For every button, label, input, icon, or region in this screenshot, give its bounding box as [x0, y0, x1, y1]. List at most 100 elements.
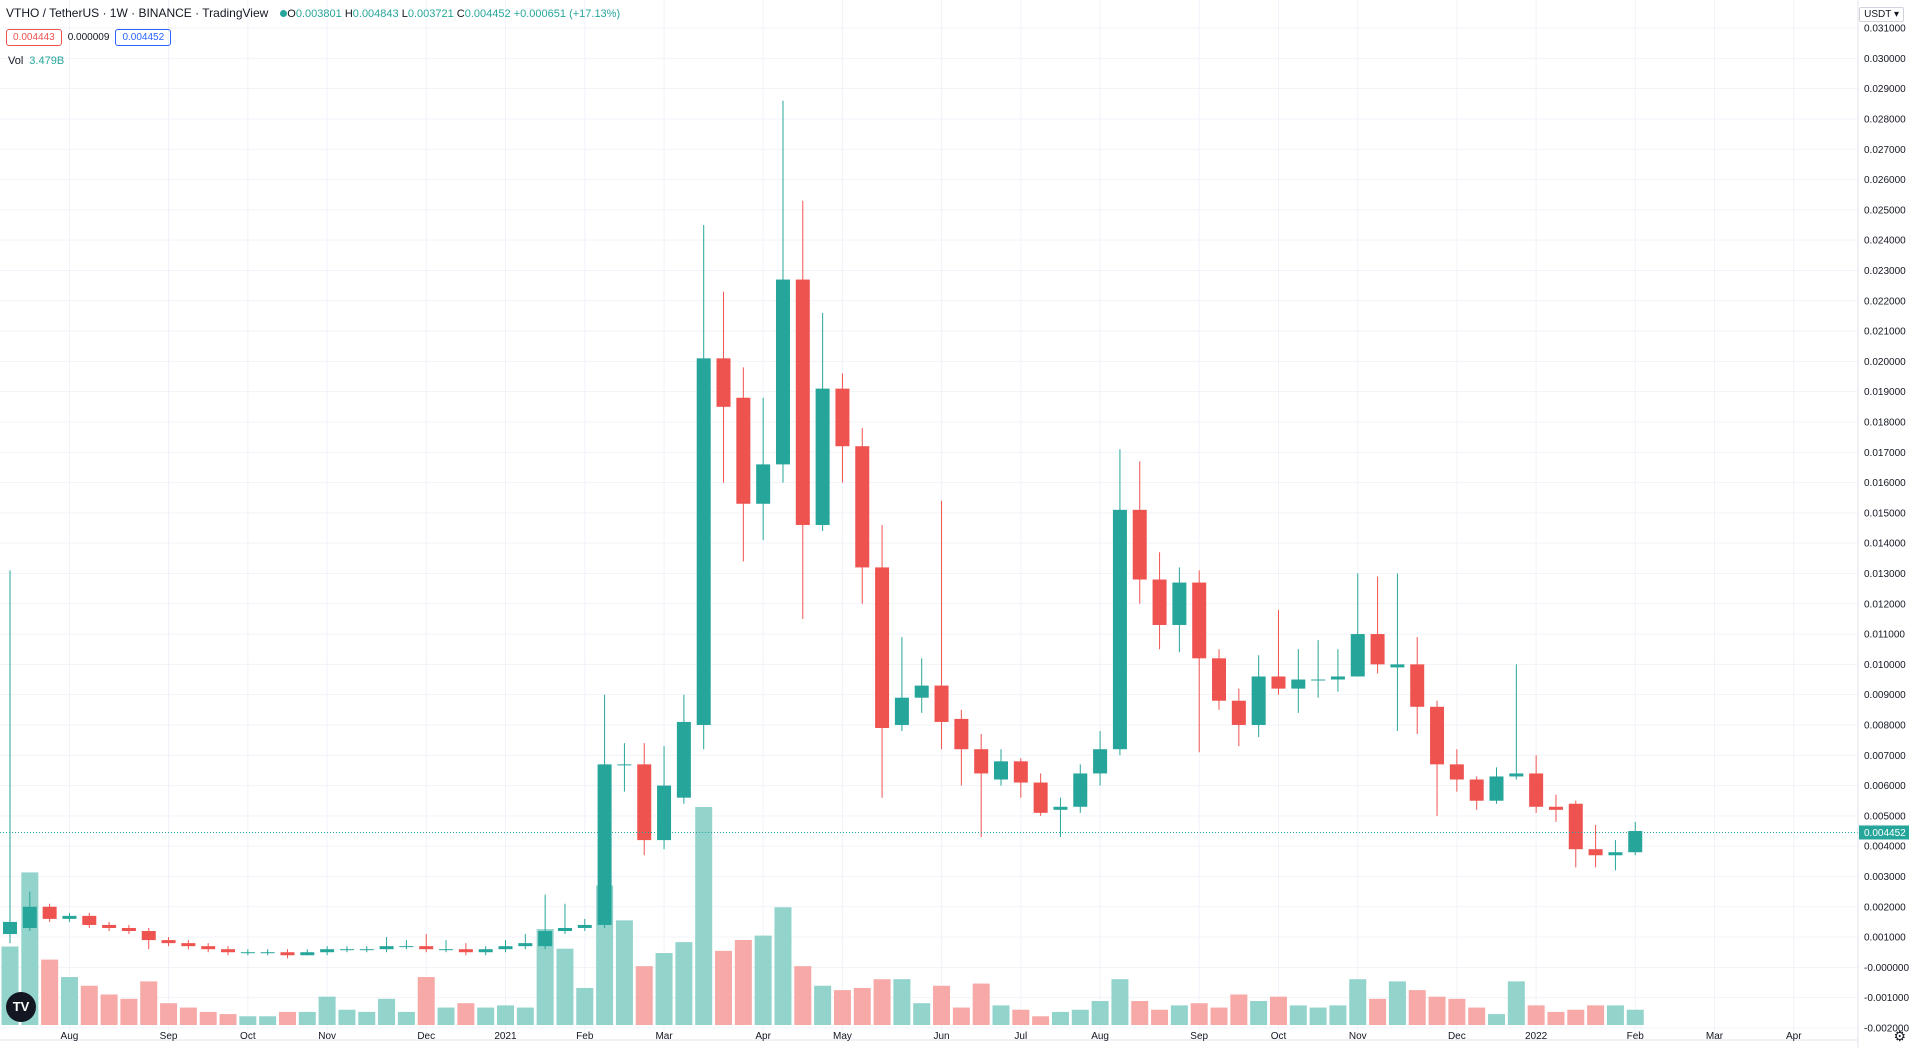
candle-body [141, 931, 156, 941]
currency-selector[interactable]: USDT ▾ [1859, 7, 1904, 22]
y-tick-label: 0.007000 [1864, 751, 1906, 762]
candle-body [914, 685, 929, 698]
candle-body [954, 718, 969, 750]
candle [1608, 840, 1623, 871]
candle-body [676, 721, 691, 798]
candle-body [1073, 773, 1088, 807]
candle [795, 200, 810, 619]
y-tick-label: 0.001000 [1864, 933, 1906, 944]
candle [62, 912, 77, 922]
time-axis[interactable]: Aug Sep Oct Nov Dec 2021 Feb Mar Apr May Jun Jul Aug… [0, 1031, 1858, 1042]
candle-body [1350, 634, 1365, 677]
candle-body [181, 943, 196, 947]
candle [1529, 755, 1544, 813]
candle [498, 940, 513, 953]
candle [954, 709, 969, 786]
candle [1390, 573, 1405, 732]
volume-bar [358, 1011, 376, 1025]
y-tick-label: 0.004000 [1864, 842, 1906, 853]
candle-body [1192, 582, 1207, 659]
candle-body [518, 943, 533, 947]
volume-bar [536, 929, 554, 1025]
x-tick-label: Mar [1706, 1031, 1724, 1042]
candle [280, 949, 295, 959]
spread-value: 0.000009 [67, 32, 110, 43]
candle [478, 946, 493, 956]
volume-bar [1567, 1009, 1585, 1025]
candle-body [161, 940, 176, 944]
candle-body [1588, 849, 1603, 856]
sell-button[interactable]: 0.004443 [6, 29, 62, 46]
chart-legend-header: VTHO / TetherUS · 1W · BINANCE · Trading… [6, 6, 620, 20]
volume-bar [1309, 1007, 1327, 1025]
x-tick-label: 2022 [1525, 1031, 1548, 1042]
volume-bar [1448, 998, 1466, 1025]
tradingview-logo-icon[interactable]: TV [6, 992, 36, 1022]
y-tick-label: -0.000000 [1864, 963, 1909, 974]
x-tick-label: Aug [61, 1031, 79, 1042]
open-label: O [287, 8, 296, 20]
gear-icon[interactable]: ⚙ [1893, 1028, 1906, 1044]
volume-bar [1091, 1001, 1109, 1025]
candle [42, 903, 57, 922]
candle [1548, 794, 1563, 822]
last-price-line: 0.004452 [0, 825, 1909, 840]
volume-bar [100, 994, 118, 1025]
close-label: C [456, 8, 465, 20]
volume-bar [615, 920, 633, 1025]
candle [1093, 731, 1108, 786]
candle [339, 946, 354, 953]
volume-bar [338, 1009, 356, 1025]
price-candles [3, 100, 1643, 959]
candle-body [1489, 776, 1504, 801]
volume-bar [794, 966, 812, 1025]
candle-body [1628, 831, 1643, 853]
open-value: 0.003801 [295, 8, 342, 20]
volume-bar [1210, 1007, 1228, 1025]
candle-body [775, 279, 790, 465]
candle-body [1251, 676, 1266, 725]
candle [1370, 576, 1385, 674]
price-axis[interactable]: 0.031000 0.030000 0.029000 0.028000 0.027000… [1857, 0, 1909, 1048]
volume-value: 3.479B [29, 55, 65, 67]
x-tick-label: Aug [1091, 1031, 1109, 1042]
volume-bar [1151, 1009, 1169, 1025]
volume-bar [1032, 1016, 1050, 1025]
candle [260, 949, 275, 956]
x-tick-label: Feb [1627, 1031, 1645, 1042]
volume-bar [873, 979, 891, 1025]
volume-bar [1329, 1005, 1347, 1025]
candle-body [221, 949, 236, 953]
candle [1192, 570, 1207, 753]
volume-bars [1, 807, 1644, 1025]
x-tick-label: Dec [417, 1031, 435, 1042]
last-price-tag [1859, 825, 1909, 840]
candle-body [835, 388, 850, 447]
candle [1628, 821, 1643, 856]
y-tick-label: 0.016000 [1864, 478, 1906, 489]
candle-body [1112, 509, 1127, 750]
volume-bar [397, 1011, 415, 1025]
candle [22, 891, 37, 932]
candle [577, 918, 592, 932]
y-tick-label: 0.005000 [1864, 811, 1906, 822]
candle [637, 743, 652, 856]
volume-bar [140, 981, 158, 1025]
buy-button[interactable]: 0.004452 [115, 29, 172, 46]
volume-bar [913, 1003, 931, 1025]
volume-bar [259, 1016, 277, 1025]
y-tick-label: 0.028000 [1864, 114, 1906, 125]
change-value: +0.000651 (+17.13%) [513, 8, 621, 20]
candle-body [42, 906, 57, 919]
candle-body [121, 927, 136, 932]
candle-body [815, 388, 830, 525]
candle [1231, 688, 1246, 747]
candle [716, 291, 731, 483]
candle-body [1370, 634, 1385, 665]
candle [1291, 649, 1306, 713]
candle [657, 746, 672, 850]
candle [102, 921, 117, 932]
volume-bar [179, 1007, 197, 1025]
candle [82, 912, 97, 928]
